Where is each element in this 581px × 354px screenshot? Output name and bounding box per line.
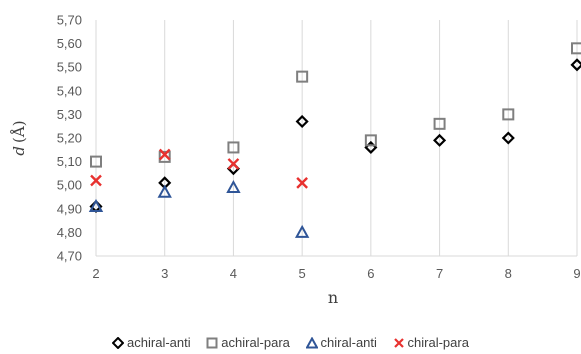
x-tick-label: 2 (92, 266, 99, 281)
chiral-anti-point (294, 224, 310, 238)
achiral-para-point (296, 70, 309, 83)
achiral-anti-point (570, 58, 581, 72)
x-tick-label: 4 (230, 266, 237, 281)
legend-label: chiral-anti (320, 335, 377, 350)
legend-item-chiral-para: chiral-para (393, 335, 469, 350)
y-tick-label: 4,80 (57, 225, 82, 240)
y-axis-label-symbol: d (10, 146, 28, 156)
y-tick-label: 5,60 (57, 36, 82, 51)
grid-lines (95, 20, 578, 257)
legend-item-chiral-anti: chiral-anti (305, 335, 377, 350)
y-tick-label: 5,50 (57, 60, 82, 75)
x-tick-label: 8 (505, 266, 512, 281)
y-tick-label: 5,40 (57, 83, 82, 98)
square-marker-icon (206, 337, 218, 348)
triangle-marker-icon (305, 336, 318, 348)
achiral-para-point (571, 42, 581, 55)
achiral-anti-point (433, 133, 447, 147)
y-tick-label: 5,20 (57, 131, 82, 146)
data-points (88, 42, 581, 238)
y-tick-label: 4,70 (57, 249, 82, 264)
x-tick-labels: 2 3 4 5 6 7 8 9 (92, 266, 580, 281)
legend-label: chiral-para (407, 335, 469, 350)
chiral-anti-point (157, 184, 172, 198)
achiral-para-point (158, 150, 171, 163)
achiral-anti-point (501, 131, 515, 145)
legend-item-achiral-para: achiral-para (206, 335, 290, 350)
achiral-para-point (90, 155, 102, 168)
y-tick-label: 5,00 (57, 178, 82, 193)
cross-marker-icon (393, 337, 404, 348)
y-axis-label: d (Å) (10, 120, 28, 155)
legend-label: achiral-anti (127, 335, 191, 350)
y-tick-label: 5,10 (57, 154, 82, 169)
legend-item-achiral-anti: achiral-anti (112, 335, 191, 350)
legend-label: achiral-para (221, 335, 290, 350)
x-tick-label: 5 (299, 266, 306, 281)
chiral-anti-point (226, 179, 241, 194)
chiral-para-point (90, 174, 102, 187)
legend: achiral-anti achiral-para chiral-anti ch… (0, 335, 581, 352)
x-tick-label: 3 (161, 266, 168, 281)
y-axis-label-unit: (Å) (10, 120, 28, 143)
y-tick-label: 5,70 (57, 13, 82, 28)
chiral-anti-point (88, 198, 104, 212)
achiral-anti-point (295, 114, 309, 129)
achiral-para-point (502, 108, 515, 121)
y-tick-label: 5,30 (57, 107, 82, 122)
y-tick-labels: 4,70 4,80 4,90 5,00 5,10 5,20 5,30 5,40 5,50 5,60… (57, 13, 82, 264)
y-tick-label: 4,90 (57, 201, 82, 216)
achiral-para-point (364, 134, 377, 147)
chiral-para-point (227, 158, 240, 170)
chiral-para-point (296, 176, 308, 189)
diamond-marker-icon (112, 336, 125, 349)
achiral-para-point (433, 117, 446, 130)
chiral-para-point (158, 148, 171, 161)
achiral-para-point (227, 141, 240, 154)
x-tick-label: 6 (367, 266, 374, 281)
x-tick-label: 9 (573, 266, 580, 281)
x-axis-label: n (328, 288, 338, 307)
x-tick-label: 7 (436, 266, 443, 281)
